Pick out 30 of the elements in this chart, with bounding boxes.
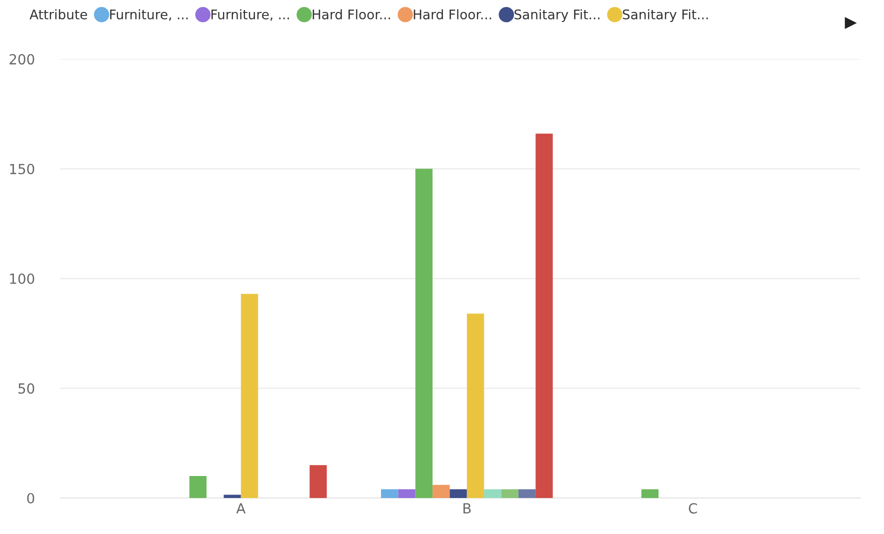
bar [415,168,433,498]
y-tick-label: 150 [10,164,34,174]
x-tick-label: C [688,503,697,514]
y-tick-label: 0 [27,492,34,504]
bar [224,494,241,498]
bar [518,489,536,498]
bar [484,489,502,498]
legend-label: Hard Floor... [414,9,492,20]
legend-label: Hard Floor... [312,9,390,20]
legend-label: Furniture, ... [211,9,289,21]
y-tick-label: 50 [18,383,34,394]
bar [189,476,207,498]
y-tick-label: 200 [10,54,34,65]
bar [536,134,553,498]
bar [641,489,659,498]
bar [501,489,518,498]
legend-label: Sanitary Fit... [622,9,708,22]
bar [398,489,416,498]
bar [381,489,398,498]
x-tick-label: A [236,503,246,514]
bar [432,484,450,498]
bar [240,294,258,498]
legend-label: Sanitary Fit... [514,9,600,22]
legend-label: Furniture, ... [110,9,188,21]
bar [450,489,467,498]
y-tick-label: 100 [10,274,34,284]
legend-title: Attribute [30,9,88,20]
bar [310,465,327,498]
x-tick-label: B [464,503,471,514]
bar [466,314,484,498]
